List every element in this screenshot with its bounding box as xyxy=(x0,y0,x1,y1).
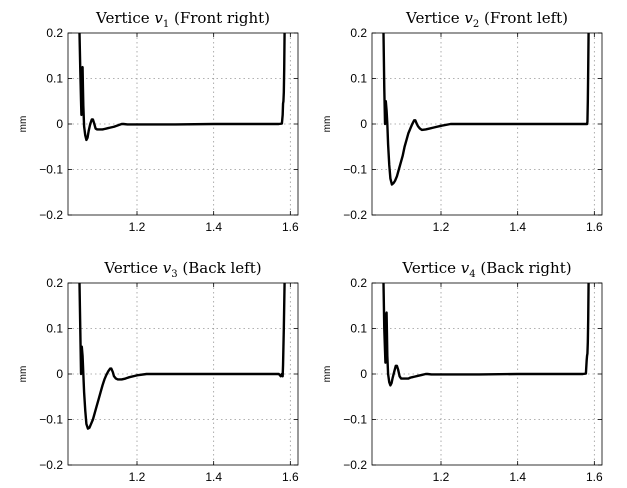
x-tick-label: 1.6 xyxy=(586,220,603,234)
y-axis-label: mm xyxy=(322,116,333,133)
y-axis-label: mm xyxy=(18,366,29,383)
y-tick-label: 0.1 xyxy=(46,72,63,86)
y-tick-label: −0.2 xyxy=(343,458,367,472)
y-tick-label: −0.1 xyxy=(343,163,367,177)
y-tick-label: 0 xyxy=(56,367,63,381)
x-tick-label: 1.4 xyxy=(509,220,526,234)
x-tick-label: 1.4 xyxy=(205,220,222,234)
x-tick-label: 1.4 xyxy=(205,470,222,484)
chart-panel-2: 1.2 1.4 1.6 −0.2 −0.1 0 0.1 0.2 mm Vertice v2 (Fr… xyxy=(322,9,603,234)
chart-title: Vertice v2 (Front left) xyxy=(405,9,568,30)
y-axis-label: mm xyxy=(322,366,333,383)
y-tick-label: −0.1 xyxy=(39,163,63,177)
y-tick-label: 0.1 xyxy=(46,322,63,336)
chart-panel-3: 1.2 1.4 1.6 −0.2 −0.1 0 0.1 0.2 mm Vertice v3 (Ba… xyxy=(18,259,299,484)
y-tick-label: 0.1 xyxy=(350,72,367,86)
series-line xyxy=(78,283,287,430)
chart-panel-1: 1.2 1.4 1.6 −0.2 −0.1 0 0.1 0.2 mm Vertice v1 (Fr… xyxy=(18,9,299,234)
y-tick-label: 0 xyxy=(360,117,367,131)
x-tick-label: 1.2 xyxy=(129,470,146,484)
y-tick-label: −0.2 xyxy=(39,458,63,472)
y-tick-label: −0.2 xyxy=(343,208,367,222)
y-tick-label: −0.1 xyxy=(39,413,63,427)
y-tick-label: −0.2 xyxy=(39,208,63,222)
chart-title: Vertice v3 (Back left) xyxy=(103,259,261,280)
y-tick-label: 0.2 xyxy=(46,276,63,290)
x-tick-label: 1.2 xyxy=(433,220,450,234)
x-tick-label: 1.6 xyxy=(282,220,299,234)
series-line xyxy=(382,283,591,387)
y-tick-label: 0.1 xyxy=(350,322,367,336)
x-tick-label: 1.4 xyxy=(509,470,526,484)
series-line xyxy=(78,33,287,142)
y-axis-label: mm xyxy=(18,116,29,133)
chart-title: Vertice v1 (Front right) xyxy=(95,9,270,30)
y-tick-label: −0.1 xyxy=(343,413,367,427)
y-tick-label: 0.2 xyxy=(350,26,367,40)
y-tick-label: 0.2 xyxy=(350,276,367,290)
chart-title: Vertice v4 (Back right) xyxy=(401,259,571,280)
x-tick-label: 1.6 xyxy=(282,470,299,484)
x-tick-label: 1.6 xyxy=(586,470,603,484)
y-tick-label: 0.2 xyxy=(46,26,63,40)
chart-panel-4: 1.2 1.4 1.6 −0.2 −0.1 0 0.1 0.2 mm Vertice v4 (Ba… xyxy=(322,259,603,484)
y-tick-label: 0 xyxy=(56,117,63,131)
series-line xyxy=(382,33,591,186)
x-tick-label: 1.2 xyxy=(433,470,450,484)
x-tick-label: 1.2 xyxy=(129,220,146,234)
y-tick-label: 0 xyxy=(360,367,367,381)
